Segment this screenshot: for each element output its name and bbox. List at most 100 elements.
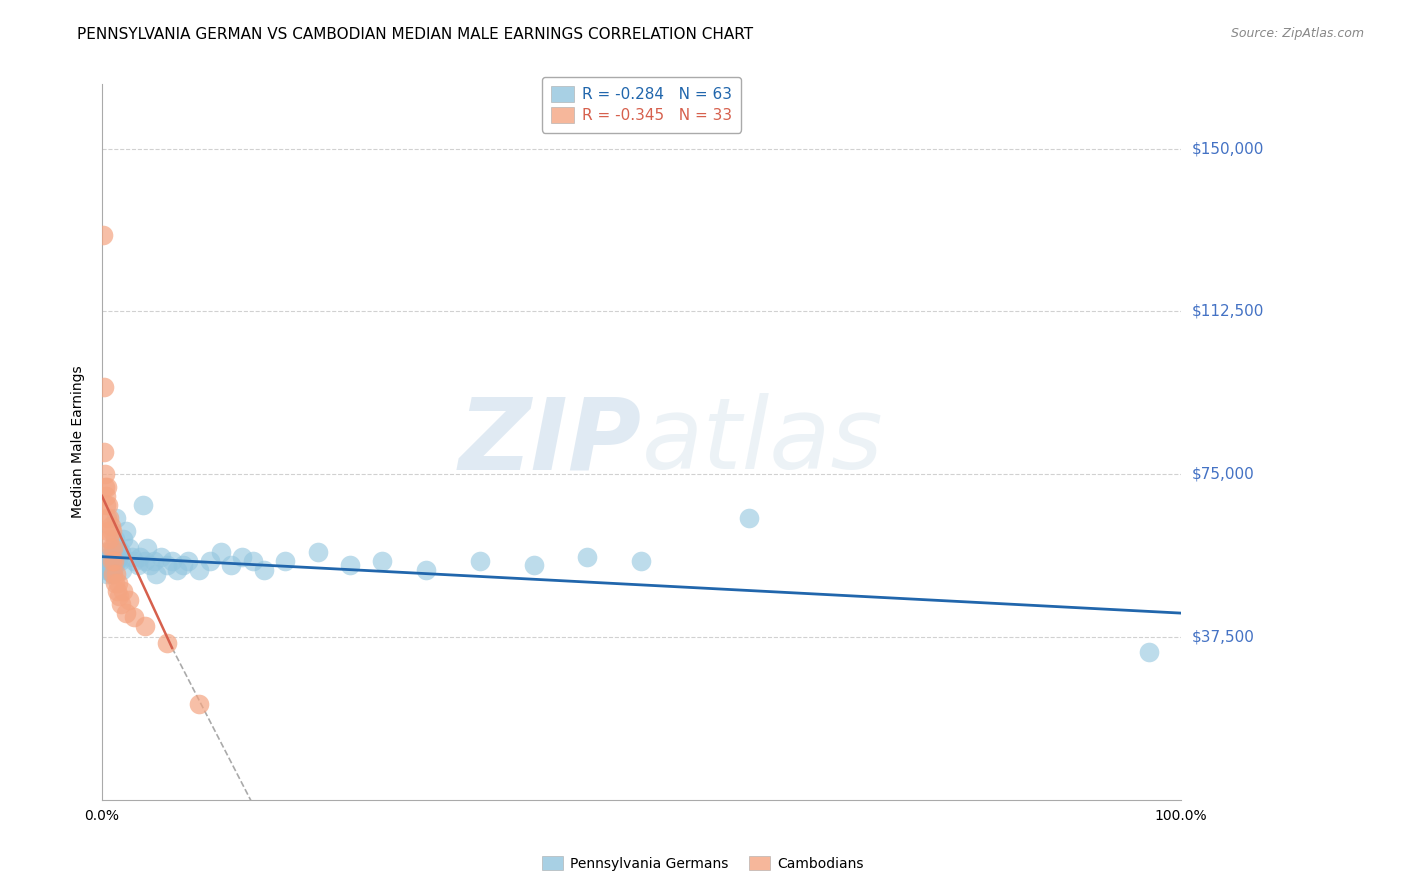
Point [132, 498, 155, 512]
Point [415, 563, 437, 577]
Point [100, 554, 122, 568]
Text: $112,500: $112,500 [1192, 304, 1264, 319]
Point [100, 558, 122, 573]
Point [253, 563, 276, 577]
Point [97, 558, 120, 573]
Point [118, 593, 141, 607]
Point [177, 554, 200, 568]
Point [105, 554, 128, 568]
Point [98, 510, 121, 524]
Point [104, 533, 127, 547]
Point [127, 558, 149, 573]
Point [104, 575, 127, 590]
Point [111, 563, 134, 577]
Text: $75,000: $75,000 [1192, 467, 1254, 482]
Point [468, 554, 491, 568]
Point [274, 554, 297, 568]
Point [100, 541, 122, 555]
Point [96, 480, 118, 494]
Point [98, 533, 121, 547]
Legend: Pennsylvania Germans, Cambodians: Pennsylvania Germans, Cambodians [537, 850, 869, 876]
Point [108, 589, 131, 603]
Point [118, 541, 141, 555]
Point [96, 563, 118, 577]
Point [97, 498, 120, 512]
Point [101, 549, 124, 564]
Point [94, 467, 117, 482]
Point [97, 549, 120, 564]
Point [101, 558, 124, 573]
Point [100, 549, 122, 564]
Point [96, 489, 118, 503]
Text: $37,500: $37,500 [1192, 630, 1256, 645]
Point [738, 510, 761, 524]
Point [100, 567, 122, 582]
Point [101, 567, 124, 582]
Point [93, 445, 115, 459]
Point [124, 610, 146, 624]
Text: ZIP: ZIP [458, 393, 641, 490]
Point [134, 554, 156, 568]
Point [114, 606, 136, 620]
Point [209, 545, 232, 559]
Point [166, 563, 188, 577]
Point [100, 519, 122, 533]
Text: atlas: atlas [641, 393, 883, 490]
Point [1137, 645, 1160, 659]
Point [98, 554, 121, 568]
Point [96, 510, 118, 524]
Point [98, 563, 121, 577]
Point [100, 554, 122, 568]
Text: Source: ZipAtlas.com: Source: ZipAtlas.com [1230, 27, 1364, 40]
Point [110, 545, 132, 559]
Point [156, 558, 179, 573]
Point [124, 554, 146, 568]
Point [96, 498, 118, 512]
Point [121, 549, 143, 564]
Y-axis label: Median Male Earnings: Median Male Earnings [72, 366, 86, 518]
Point [522, 558, 544, 573]
Point [231, 549, 253, 564]
Point [198, 554, 221, 568]
Point [104, 510, 127, 524]
Point [371, 554, 394, 568]
Point [630, 554, 652, 568]
Point [128, 549, 150, 564]
Point [145, 567, 167, 582]
Point [105, 584, 128, 599]
Point [94, 480, 117, 494]
Point [188, 563, 211, 577]
Point [576, 549, 599, 564]
Point [97, 524, 120, 538]
Text: $150,000: $150,000 [1192, 141, 1264, 156]
Point [112, 584, 135, 599]
Point [156, 636, 179, 650]
Point [101, 541, 124, 555]
Point [103, 554, 125, 568]
Point [93, 380, 115, 394]
Legend: R = -0.284   N = 63, R = -0.345   N = 33: R = -0.284 N = 63, R = -0.345 N = 33 [541, 77, 741, 133]
Point [104, 567, 127, 582]
Point [107, 541, 129, 555]
Point [339, 558, 361, 573]
Point [104, 554, 127, 568]
Point [307, 545, 329, 559]
Point [94, 554, 117, 568]
Point [108, 549, 131, 564]
Point [107, 575, 129, 590]
Point [110, 598, 132, 612]
Point [172, 558, 194, 573]
Point [242, 554, 264, 568]
Point [139, 558, 162, 573]
Point [221, 558, 243, 573]
Point [136, 541, 159, 555]
Point [96, 567, 118, 582]
Point [96, 545, 118, 559]
Point [150, 549, 173, 564]
Point [188, 698, 211, 712]
Point [160, 554, 183, 568]
Point [103, 554, 125, 568]
Point [134, 619, 156, 633]
Point [101, 563, 124, 577]
Point [103, 545, 125, 559]
